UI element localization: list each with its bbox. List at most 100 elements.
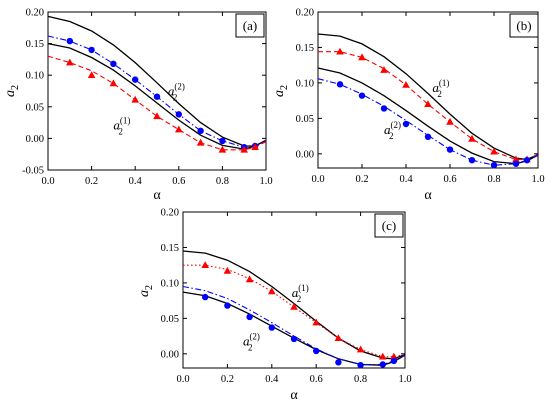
annotation-sub: 2 xyxy=(248,342,253,352)
plot-frame xyxy=(317,11,539,169)
x-tick-label: 1.0 xyxy=(259,176,272,187)
triangle-marker xyxy=(380,66,388,73)
triangle-marker xyxy=(379,352,387,360)
circle-marker xyxy=(313,347,320,355)
annotation-sup: (1) xyxy=(439,78,450,88)
y-tick-label: 0.20 xyxy=(296,8,314,19)
series-line xyxy=(47,55,267,151)
circle-marker xyxy=(219,137,226,145)
x-axis-label: α xyxy=(424,188,432,203)
triangle-marker xyxy=(312,318,320,326)
y-tick-label: 0.10 xyxy=(296,78,314,89)
x-tick-label: 0.4 xyxy=(399,174,413,185)
series-annotation: a(1) 2 xyxy=(113,116,130,137)
x-tick-label: 0.4 xyxy=(265,374,279,385)
series-annotation: a(1) 2 xyxy=(292,283,309,304)
y-tick-label: 0.10 xyxy=(161,278,179,289)
x-tick-label: 0.8 xyxy=(354,374,367,385)
panel-label: (c) xyxy=(382,218,396,233)
series-annotation: a(2) 2 xyxy=(168,81,185,102)
circle-marker xyxy=(224,302,231,309)
triangle-marker xyxy=(66,58,74,66)
triangle-marker xyxy=(109,79,118,87)
plot-frame xyxy=(182,211,406,369)
x-tick-label: 0.6 xyxy=(172,176,185,187)
circle-marker xyxy=(268,324,275,331)
annotation-sup: (2) xyxy=(249,331,260,341)
y-tick-label: 0.00 xyxy=(161,349,179,360)
annotation-sub: 2 xyxy=(297,294,302,304)
circle-marker xyxy=(380,105,388,112)
triangle-marker xyxy=(131,95,139,103)
y-tick-label: 0.20 xyxy=(26,8,44,19)
annotation-sup: (1) xyxy=(298,283,309,293)
y-tick-label: 0.05 xyxy=(161,314,179,325)
triangle-marker xyxy=(446,117,454,125)
y-axis-label-base: a xyxy=(137,290,152,297)
annotation-base: a xyxy=(168,83,175,98)
triangle-marker xyxy=(336,47,344,55)
annotation-sub: 2 xyxy=(389,131,394,141)
series-line xyxy=(317,78,539,166)
y-axis-label-base: a xyxy=(3,90,18,97)
triangle-marker xyxy=(390,352,398,360)
x-tick-label: 0.8 xyxy=(487,174,500,185)
triangle-marker xyxy=(468,134,476,142)
y-axis-label: a2 xyxy=(3,85,21,97)
triangle-marker xyxy=(290,303,298,310)
panel-label-box xyxy=(235,13,265,38)
circle-marker xyxy=(110,60,117,68)
y-axis-label: a2 xyxy=(137,285,155,297)
circle-marker xyxy=(390,357,398,365)
annotation-sup: (2) xyxy=(391,120,402,130)
circle-marker xyxy=(379,361,386,368)
annotation-sup: (1) xyxy=(120,116,130,126)
triangle-marker xyxy=(153,112,161,120)
x-tick-label: 0.0 xyxy=(311,174,324,185)
x-tick-label: 0.6 xyxy=(310,374,323,385)
y-tick-label: 0.15 xyxy=(26,39,44,50)
x-tick-label: 0.8 xyxy=(216,176,229,187)
y-tick-label: 0.05 xyxy=(296,114,314,125)
series-line xyxy=(47,15,267,147)
x-tick-label: 0.4 xyxy=(129,176,143,187)
triangle-marker xyxy=(358,53,366,61)
circle-marker xyxy=(357,361,364,369)
y-tick-label: 0.20 xyxy=(161,208,179,219)
series-line xyxy=(182,285,406,366)
x-axis-label: α xyxy=(153,188,161,203)
x-tick-label: 1.0 xyxy=(531,174,544,185)
y-tick-label: -0.05 xyxy=(22,166,44,177)
circle-marker xyxy=(358,92,366,99)
triangle-marker xyxy=(356,345,365,353)
triangle-marker xyxy=(196,138,205,146)
x-tick-label: 0.0 xyxy=(176,374,189,385)
circle-marker xyxy=(246,313,253,321)
circle-marker xyxy=(424,133,432,140)
y-tick-label: 0.00 xyxy=(26,134,44,145)
circle-marker xyxy=(153,93,161,100)
series-line xyxy=(317,33,539,161)
circle-marker xyxy=(66,37,74,45)
series-annotation: a(2) 2 xyxy=(384,120,401,141)
triangle-marker xyxy=(251,143,259,150)
x-tick-label: 0.6 xyxy=(443,174,456,185)
annotation-sub: 2 xyxy=(173,92,178,102)
circle-marker xyxy=(197,127,204,135)
triangle-marker xyxy=(240,145,248,153)
circle-marker xyxy=(468,157,476,164)
series-annotation: a(1) 2 xyxy=(432,78,449,99)
annotation-sup: (2) xyxy=(174,81,185,91)
y-tick-label: 0.10 xyxy=(26,71,44,82)
triangle-marker xyxy=(512,155,520,163)
panel-label: (b) xyxy=(516,18,531,33)
circle-marker xyxy=(132,76,139,83)
annotation-sub: 2 xyxy=(437,89,442,99)
x-tick-label: 0.2 xyxy=(85,176,98,187)
panel-label-box xyxy=(374,213,404,238)
circle-marker xyxy=(335,359,342,366)
panel-a: 0.0 0.2 0.4 0.6 0.8 1.0 -0.05 0.00 0.05 0.10 0.15 0… xyxy=(3,8,273,204)
annotation-base: a xyxy=(432,80,439,95)
y-tick-label: 0.15 xyxy=(296,43,314,54)
